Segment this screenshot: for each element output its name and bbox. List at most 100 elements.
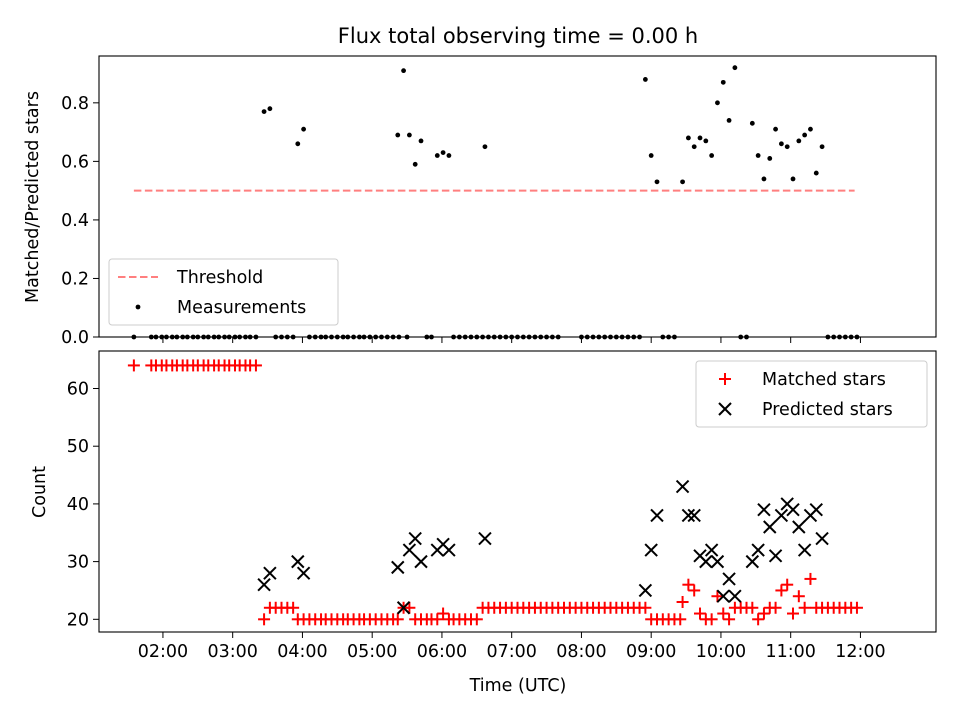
- measurement-point: [515, 334, 520, 340]
- bottom-xtick-label: 05:00: [347, 642, 397, 662]
- top-legend-box: [108, 258, 339, 326]
- measurement-point: [738, 334, 744, 340]
- measurement-point: [802, 132, 808, 138]
- measurement-point: [549, 334, 555, 340]
- predicted-star-marker-b: [402, 543, 417, 557]
- measurement-point: [778, 141, 784, 147]
- matched-star-marker: [127, 359, 140, 372]
- measurement-point: [456, 334, 462, 340]
- predicted-star-marker: [722, 572, 736, 586]
- bottom-ytick-label: 60: [67, 380, 89, 400]
- measurement-point: [520, 334, 526, 340]
- matched-star-marker: [850, 601, 863, 614]
- measurement-point: [796, 138, 802, 144]
- predicted-star-marker-b: [722, 572, 736, 586]
- measurement-point: [744, 334, 749, 340]
- predicted-star-marker: [774, 508, 789, 523]
- predicted-star-marker: [675, 479, 690, 494]
- measurement-point: [625, 334, 631, 340]
- matched-star-marker: [775, 584, 788, 597]
- matched-star-marker: [431, 613, 444, 626]
- predicted-star-marker-b: [257, 577, 271, 592]
- bottom-plot-frame: [98, 350, 937, 633]
- predicted-star-marker-b: [704, 543, 719, 557]
- bottom-xtick-label: 12:00: [835, 642, 885, 662]
- bottom-xtick-label: 03:00: [207, 642, 257, 662]
- bottom-ytick-label: 40: [67, 495, 89, 515]
- matched-star-marker: [639, 601, 652, 614]
- bottom-xtick-label: 11:00: [765, 642, 815, 662]
- predicted-star-marker: [763, 520, 777, 534]
- bottom-ytick-label: 20: [67, 610, 89, 630]
- predicted-star-marker: [768, 549, 783, 563]
- matched-star-marker: [403, 601, 416, 614]
- predicted-star-marker-b: [391, 560, 405, 575]
- measurement-point: [654, 179, 660, 185]
- predicted-star-marker-b: [716, 589, 730, 603]
- bottom-xtick-label: 09:00: [626, 642, 676, 662]
- measurement-point: [584, 334, 590, 340]
- measurement-point: [418, 138, 424, 144]
- predicted-star-marker: [699, 554, 713, 569]
- measurement-point: [412, 161, 418, 167]
- predicted-star-marker-b: [687, 508, 701, 523]
- bottom-legend: Matched stars Predicted stars: [695, 360, 928, 428]
- predicted-star-marker: [414, 554, 428, 569]
- predicted-star-marker-b: [675, 479, 690, 494]
- predicted-star-marker-b: [396, 601, 411, 615]
- measurement-point: [226, 334, 232, 340]
- measurement-point: [307, 334, 312, 340]
- matched-star-marker: [781, 578, 794, 591]
- matched-star-marker: [694, 607, 707, 620]
- bottom-xtick-label: 04:00: [277, 642, 327, 662]
- predicted-star-marker: [797, 543, 812, 557]
- measurement-point: [434, 153, 440, 158]
- legend-measurements-swatch: [135, 304, 141, 310]
- chart-title: Flux total observing time = 0.00 h: [338, 24, 698, 48]
- measurement-point: [491, 334, 497, 340]
- top-panel: 0.00.20.40.60.8 Matched/Predicted stars …: [23, 55, 937, 348]
- matched-star-marker: [470, 613, 483, 626]
- top-y-axis: 0.0 0.2 0.4 0.6 0.8: [61, 94, 99, 348]
- predicted-star-marker: [442, 543, 456, 557]
- measurement-point: [842, 334, 848, 340]
- measurement-point: [159, 334, 165, 340]
- measurement-point: [340, 334, 346, 340]
- matched-star-marker: [705, 613, 718, 626]
- predicted-star-marker: [728, 589, 742, 603]
- predicted-star-marker-b: [414, 554, 428, 569]
- predicted-star-marker: [704, 543, 719, 557]
- measurement-point: [482, 144, 488, 150]
- predicted-star-marker-b: [650, 508, 664, 523]
- measurement-point: [237, 334, 243, 340]
- predicted-star-marker: [650, 508, 664, 523]
- predicted-star-marker: [478, 531, 492, 546]
- matched-star-marker: [688, 584, 701, 597]
- measurement-point: [715, 100, 720, 106]
- matched-star-marker: [769, 601, 782, 614]
- predicted-star-marker: [786, 502, 800, 517]
- bottom-xtick-label: 08:00: [556, 642, 606, 662]
- bottom-plot-area: [127, 359, 863, 626]
- measurement-point: [691, 144, 697, 150]
- measurement-point: [613, 334, 619, 340]
- top-ytick-label: 0.8: [61, 94, 89, 114]
- bottom-xtick-label: 10:00: [696, 642, 746, 662]
- measurement-point: [323, 334, 329, 340]
- measurement-point: [709, 153, 715, 158]
- bottom-y-axis-label: Count: [30, 466, 50, 518]
- bottom-ytick-label: 50: [67, 437, 89, 457]
- bottom-xtick-label: 02:00: [138, 642, 188, 662]
- predicted-star-marker-b: [291, 554, 305, 569]
- predicted-star-marker: [809, 502, 823, 517]
- measurement-point: [404, 334, 410, 340]
- predicted-star-marker: [644, 543, 658, 557]
- predicted-star-marker: [751, 543, 765, 557]
- measurement-point: [190, 334, 196, 340]
- measurement-point: [526, 334, 532, 340]
- measurement-point: [660, 334, 666, 340]
- predicted-star-marker-b: [815, 531, 829, 546]
- measurement-point: [451, 334, 456, 340]
- predicted-star-marker: [263, 566, 277, 580]
- measurement-point: [503, 334, 509, 340]
